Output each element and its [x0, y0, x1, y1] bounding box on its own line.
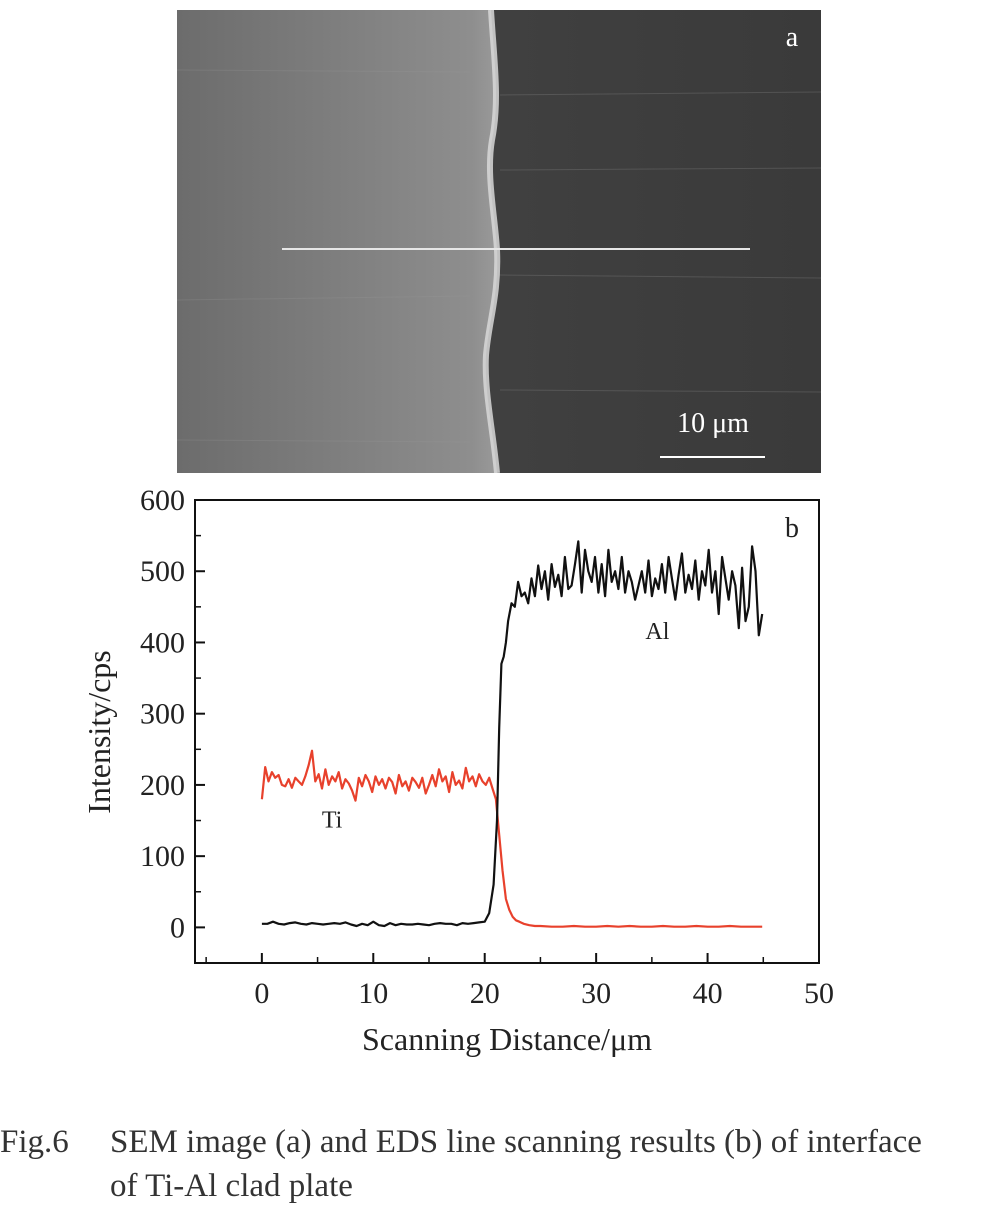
sem-image: 10 μm a [177, 10, 821, 473]
y-tick-label: 500 [140, 555, 185, 588]
panel-a-label: a [786, 22, 799, 53]
scale-bar-label: 10 μm [677, 408, 749, 439]
x-tick-label: 10 [358, 977, 388, 1010]
ticks-layer: 0 100 200 300 400 500 600 0 10 20 30 40 50 [140, 484, 834, 1010]
x-tick-label: 40 [693, 977, 723, 1010]
annotation-al: Al [645, 619, 669, 645]
figure: 10 μm a Al Ti 0 100 200 300 400 500 600 0 10 20 30 4… [81, 10, 834, 1057]
annotation-ti: Ti [322, 808, 343, 834]
x-tick-label: 50 [804, 977, 834, 1010]
eds-line-chart: Al Ti 0 100 200 300 400 500 600 0 10 20 30 40 50 b Sc… [81, 484, 834, 1057]
x-axis-title: Scanning Distance/μm [362, 1021, 652, 1057]
x-tick-label: 20 [470, 977, 500, 1010]
series-line-ti [260, 749, 763, 928]
x-tick-label: 30 [581, 977, 611, 1010]
caption-number: Fig.6 [0, 1124, 69, 1160]
y-axis-title: Intensity/cps [81, 650, 117, 814]
caption-text-1: SEM image (a) and EDS line scanning resu… [110, 1124, 922, 1160]
caption-line-1: Fig.6 SEM image (a) and EDS line scanning… [0, 1120, 1002, 1164]
caption-text-2: of Ti-Al clad plate [110, 1168, 353, 1204]
y-tick-label: 300 [140, 698, 185, 731]
plot-frame [194, 499, 820, 964]
figure-caption: Fig.6 SEM image (a) and EDS line scanning… [0, 1120, 1002, 1208]
series-layer: Al Ti [260, 540, 764, 928]
caption-line-2: of Ti-Al clad plate [0, 1164, 1002, 1208]
panel-b-label: b [785, 513, 799, 544]
x-tick-label: 0 [254, 977, 269, 1010]
series-line-al [261, 540, 764, 928]
y-tick-label: 400 [140, 626, 185, 659]
y-tick-label: 100 [140, 840, 185, 873]
y-tick-label: 200 [140, 769, 185, 802]
y-tick-label: 600 [140, 484, 185, 517]
y-tick-label: 0 [170, 911, 185, 944]
